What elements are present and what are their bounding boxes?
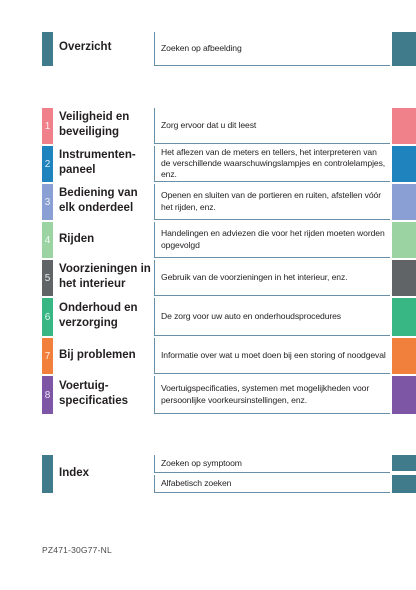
- section-title: Bij problemen: [59, 349, 136, 361]
- index-title: Index: [59, 467, 90, 479]
- section-title: Veiligheid en beveiliging: [59, 111, 130, 138]
- section-desc[interactable]: Voertuigspecificaties, systemen met moge…: [154, 376, 390, 414]
- section-number: 1: [42, 108, 53, 144]
- overview-title: Overzicht: [59, 41, 112, 53]
- section-tab: [392, 146, 416, 182]
- section-tab: [392, 222, 416, 258]
- overview-desc[interactable]: Zoeken op afbeelding: [154, 32, 390, 66]
- section-tab: [392, 260, 416, 296]
- section-number: 5: [42, 260, 53, 296]
- section-number: 4: [42, 222, 53, 258]
- section-title: Voorzieningen in het interieur: [59, 263, 151, 290]
- section-4-row[interactable]: 4 Rijden Handelingen en adviezen die voo…: [0, 222, 416, 258]
- section-number: 8: [42, 376, 53, 414]
- section-desc[interactable]: Openen en sluiten van de portieren en ru…: [154, 184, 390, 220]
- section-6-row[interactable]: 6 Onderhoud en verzorging De zorg voor u…: [0, 298, 416, 336]
- section-desc[interactable]: Zorg ervoor dat u dit leest: [154, 108, 390, 144]
- section-desc[interactable]: De zorg voor uw auto en onderhoudsproced…: [154, 298, 390, 336]
- section-3-row[interactable]: 3 Bediening van elk onderdeel Openen en …: [0, 184, 416, 220]
- index-desc-symptom[interactable]: Zoeken op symptoom: [154, 455, 390, 473]
- section-number: 7: [42, 338, 53, 374]
- section-tab: [392, 108, 416, 144]
- index-tab: [392, 475, 416, 493]
- section-7-row[interactable]: 7 Bij problemen Informatie over wat u mo…: [0, 338, 416, 374]
- section-desc[interactable]: Handelingen en adviezen die voor het rij…: [154, 222, 390, 258]
- overview-tab: [392, 32, 416, 66]
- section-desc[interactable]: Informatie over wat u moet doen bij een …: [154, 338, 390, 374]
- section-title: Instrumenten-paneel: [59, 149, 136, 176]
- section-5-row[interactable]: 5 Voorzieningen in het interieur Gebruik…: [0, 260, 416, 296]
- index-marker: [42, 455, 53, 493]
- index-tab: [392, 455, 416, 471]
- section-tab: [392, 184, 416, 220]
- section-number: 3: [42, 184, 53, 220]
- section-desc[interactable]: Het aflezen van de meters en tellers, he…: [154, 146, 390, 182]
- section-desc[interactable]: Gebruik van de voorzieningen in het inte…: [154, 260, 390, 296]
- section-1-row[interactable]: 1 Veiligheid en beveiliging Zorg ervoor …: [0, 108, 416, 144]
- overview-marker: [42, 32, 53, 66]
- section-number: 6: [42, 298, 53, 336]
- index-row[interactable]: Index Zoeken op symptoom Alfabetisch zoe…: [0, 455, 416, 493]
- overview-row[interactable]: Overzicht Zoeken op afbeelding: [0, 32, 416, 66]
- section-number: 2: [42, 146, 53, 182]
- document-code: PZ471-30G77-NL: [42, 545, 112, 555]
- section-8-row[interactable]: 8 Voertuig-specificaties Voertuigspecifi…: [0, 376, 416, 414]
- section-tab: [392, 338, 416, 374]
- section-title: Onderhoud en verzorging: [59, 302, 138, 329]
- section-2-row[interactable]: 2 Instrumenten-paneel Het aflezen van de…: [0, 146, 416, 182]
- section-title: Rijden: [59, 233, 95, 245]
- section-tab: [392, 376, 416, 414]
- index-desc-alphabetical[interactable]: Alfabetisch zoeken: [154, 475, 390, 493]
- section-title: Voertuig-specificaties: [59, 380, 129, 407]
- section-tab: [392, 298, 416, 336]
- section-title: Bediening van elk onderdeel: [59, 187, 138, 214]
